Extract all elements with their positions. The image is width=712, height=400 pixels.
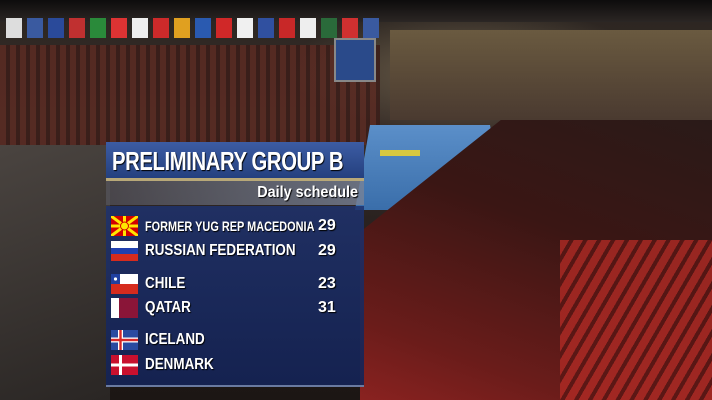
team-name: ICELAND xyxy=(145,331,205,348)
team-score: 31 xyxy=(318,299,336,316)
team-score: 29 xyxy=(318,217,336,234)
divider xyxy=(106,178,364,181)
team-name: FORMER YUG REP MACEDONIA xyxy=(145,218,315,234)
red-seats xyxy=(560,240,712,400)
team-row: QATAR 31 xyxy=(106,296,364,320)
qatar-flag-icon xyxy=(111,298,138,318)
schedule-overlay: PRELIMINARY GROUP B Daily schedule FORME… xyxy=(106,142,364,387)
team-row: RUSSIAN FEDERATION 29 xyxy=(106,239,364,263)
team-score: 23 xyxy=(318,275,336,292)
macedonia-flag-icon xyxy=(111,216,138,236)
overlay-title: PRELIMINARY GROUP B xyxy=(112,146,344,176)
russia-flag-icon xyxy=(111,241,138,261)
team-row: CHILE 23 xyxy=(106,272,364,296)
upper-left-stands xyxy=(0,45,380,145)
iceland-flag-icon xyxy=(111,330,138,350)
denmark-flag-icon xyxy=(111,355,138,375)
team-name: RUSSIAN FEDERATION xyxy=(145,242,296,259)
overlay-subtitle: Daily schedule xyxy=(257,184,358,201)
team-name: QATAR xyxy=(145,299,191,316)
title-bar: PRELIMINARY GROUP B xyxy=(106,142,364,178)
team-row: ICELAND xyxy=(106,328,364,352)
lower-left-stands xyxy=(0,145,110,400)
chile-flag-icon xyxy=(111,274,138,294)
hanging-flags xyxy=(0,18,436,48)
arena-roof xyxy=(0,0,712,22)
team-name: CHILE xyxy=(145,275,186,292)
court-marking xyxy=(380,150,420,156)
team-row: FORMER YUG REP MACEDONIA 29 xyxy=(106,214,364,238)
team-score: 29 xyxy=(318,242,336,259)
team-row: DENMARK xyxy=(106,353,364,377)
upper-right-stands xyxy=(390,30,712,120)
subtitle-bar: Daily schedule xyxy=(106,181,364,205)
video-screen xyxy=(334,38,376,82)
team-name: DENMARK xyxy=(145,356,214,373)
match-list: FORMER YUG REP MACEDONIA 29 RUSSIAN FEDE… xyxy=(106,206,364,387)
